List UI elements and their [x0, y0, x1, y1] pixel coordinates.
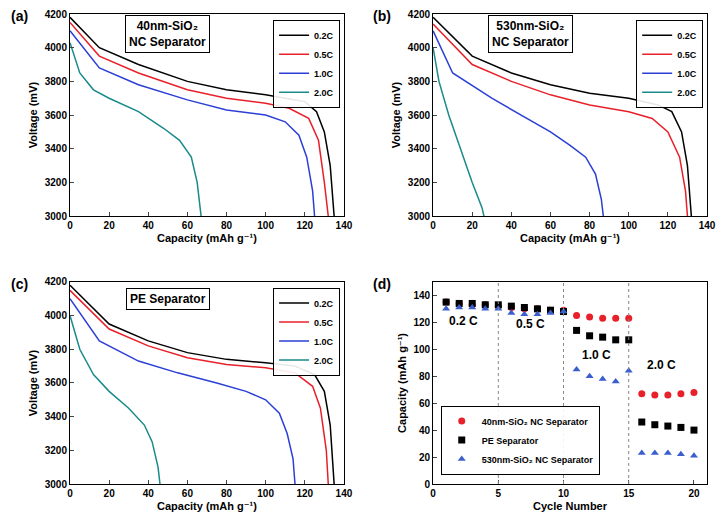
- svg-text:80: 80: [221, 220, 233, 231]
- svg-text:5: 5: [496, 488, 502, 499]
- svg-text:(a): (a): [11, 8, 28, 24]
- svg-text:3800: 3800: [408, 76, 431, 87]
- svg-text:40: 40: [506, 220, 518, 231]
- svg-text:40: 40: [143, 220, 155, 231]
- svg-text:1.0C: 1.0C: [314, 337, 334, 347]
- svg-text:0.5C: 0.5C: [677, 50, 697, 60]
- svg-text:3400: 3400: [45, 411, 68, 422]
- svg-text:2.0 C: 2.0 C: [647, 358, 676, 372]
- svg-text:(d): (d): [373, 276, 391, 292]
- svg-text:Capacity (mAh g⁻¹): Capacity (mAh g⁻¹): [520, 232, 620, 244]
- svg-text:Voltage (mV): Voltage (mV): [27, 82, 39, 149]
- svg-text:4200: 4200: [45, 9, 68, 20]
- svg-text:0: 0: [425, 479, 431, 490]
- svg-text:0.5C: 0.5C: [314, 50, 334, 60]
- svg-text:140: 140: [699, 220, 716, 231]
- svg-text:2.0C: 2.0C: [677, 88, 697, 98]
- svg-text:0: 0: [430, 220, 436, 231]
- svg-text:140: 140: [413, 290, 430, 301]
- svg-text:3000: 3000: [45, 211, 68, 222]
- svg-text:4000: 4000: [408, 42, 431, 53]
- svg-text:3200: 3200: [45, 445, 68, 456]
- svg-text:3200: 3200: [408, 177, 431, 188]
- svg-text:100: 100: [257, 220, 274, 231]
- svg-text:530nm-SiO₂NC Separator: 530nm-SiO₂NC Separator: [492, 19, 569, 49]
- svg-text:40: 40: [143, 488, 155, 499]
- svg-text:20: 20: [419, 452, 431, 463]
- svg-text:80: 80: [221, 488, 233, 499]
- svg-text:20: 20: [688, 488, 700, 499]
- svg-text:Voltage (mV): Voltage (mV): [27, 349, 39, 416]
- svg-text:140: 140: [336, 220, 353, 231]
- svg-text:20: 20: [467, 220, 479, 231]
- svg-text:20: 20: [104, 488, 116, 499]
- svg-text:120: 120: [413, 317, 430, 328]
- svg-text:2.0C: 2.0C: [314, 88, 334, 98]
- svg-text:1.0C: 1.0C: [314, 69, 334, 79]
- svg-text:3600: 3600: [408, 110, 431, 121]
- svg-text:40nm-SiO₂NC Separator: 40nm-SiO₂NC Separator: [129, 19, 206, 49]
- svg-text:2.0C: 2.0C: [314, 356, 334, 366]
- svg-text:4200: 4200: [408, 9, 431, 20]
- svg-text:60: 60: [182, 220, 194, 231]
- svg-text:0: 0: [67, 488, 73, 499]
- svg-text:Capacity (mAh g⁻¹): Capacity (mAh g⁻¹): [157, 500, 257, 512]
- svg-text:60: 60: [182, 488, 194, 499]
- svg-text:120: 120: [296, 220, 313, 231]
- svg-text:0.5C: 0.5C: [314, 318, 334, 328]
- svg-text:20: 20: [104, 220, 116, 231]
- svg-text:120: 120: [296, 488, 313, 499]
- svg-text:80: 80: [419, 371, 431, 382]
- svg-text:60: 60: [419, 398, 431, 409]
- svg-text:3400: 3400: [45, 143, 68, 154]
- svg-text:3600: 3600: [45, 377, 68, 388]
- svg-text:120: 120: [660, 220, 677, 231]
- svg-text:10: 10: [558, 488, 570, 499]
- svg-text:0: 0: [67, 220, 73, 231]
- svg-text:0.2 C: 0.2 C: [449, 314, 478, 328]
- svg-text:0.2C: 0.2C: [677, 31, 697, 41]
- svg-text:4200: 4200: [45, 276, 68, 287]
- svg-text:1.0 C: 1.0 C: [582, 348, 611, 362]
- svg-text:1.0C: 1.0C: [677, 69, 697, 79]
- svg-text:80: 80: [584, 220, 596, 231]
- svg-text:Voltage (mV): Voltage (mV): [390, 82, 402, 149]
- svg-text:(c): (c): [11, 276, 28, 292]
- svg-text:100: 100: [413, 344, 430, 355]
- svg-text:Capacity (mAh g⁻¹): Capacity (mAh g⁻¹): [396, 333, 408, 433]
- svg-text:0.2C: 0.2C: [314, 31, 334, 41]
- svg-text:100: 100: [620, 220, 637, 231]
- svg-text:15: 15: [623, 488, 635, 499]
- svg-text:4000: 4000: [45, 310, 68, 321]
- svg-text:3400: 3400: [408, 143, 431, 154]
- svg-text:530nm-SiO₂ NC Separator: 530nm-SiO₂ NC Separator: [482, 455, 594, 465]
- svg-text:3600: 3600: [45, 110, 68, 121]
- svg-text:140: 140: [336, 488, 353, 499]
- svg-text:0.2C: 0.2C: [314, 299, 334, 309]
- svg-text:0.5 C: 0.5 C: [516, 317, 545, 331]
- svg-text:3800: 3800: [45, 344, 68, 355]
- svg-text:100: 100: [257, 488, 274, 499]
- svg-text:0: 0: [430, 488, 436, 499]
- svg-text:PE Separator: PE Separator: [482, 436, 539, 446]
- svg-text:3000: 3000: [408, 211, 431, 222]
- svg-text:3800: 3800: [45, 76, 68, 87]
- svg-text:40: 40: [419, 425, 431, 436]
- svg-text:Cycle Number: Cycle Number: [533, 500, 608, 512]
- svg-text:60: 60: [545, 220, 557, 231]
- svg-text:Capacity (mAh g⁻¹): Capacity (mAh g⁻¹): [157, 232, 257, 244]
- svg-text:(b): (b): [373, 8, 391, 24]
- svg-text:3000: 3000: [45, 479, 68, 490]
- svg-text:PE Separator: PE Separator: [130, 292, 206, 306]
- svg-text:40nm-SiO₂ NC Separator: 40nm-SiO₂ NC Separator: [482, 417, 589, 427]
- svg-text:3200: 3200: [45, 177, 68, 188]
- svg-text:4000: 4000: [45, 42, 68, 53]
